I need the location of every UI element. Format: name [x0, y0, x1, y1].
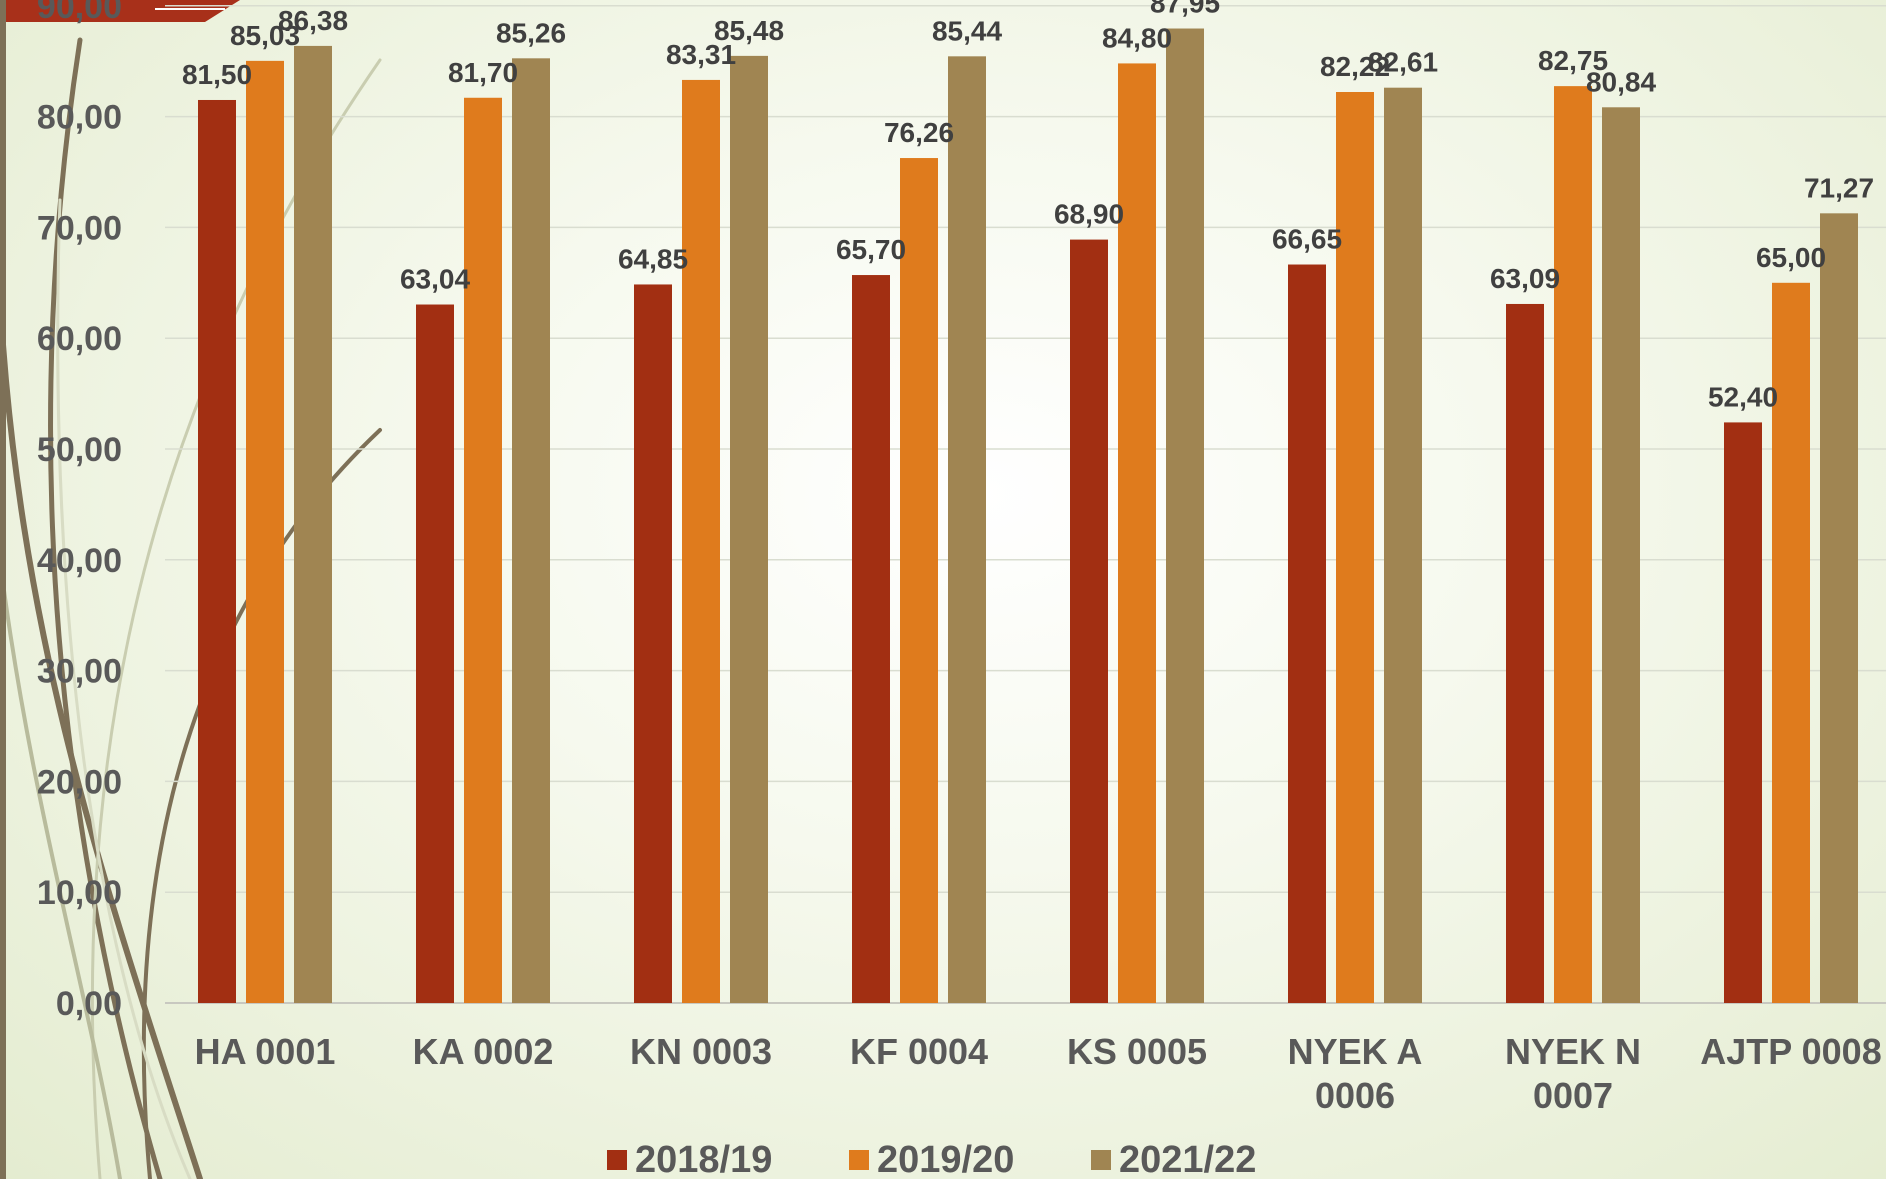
bar — [682, 79, 720, 1004]
legend-label: 2018/19 — [635, 1139, 772, 1179]
bar — [416, 304, 454, 1003]
y-tick-label: 0,00 — [56, 985, 122, 1023]
bar — [1554, 86, 1592, 1003]
decor-curve-5 — [0, 558, 122, 1179]
data-label: 68,90 — [1054, 199, 1124, 230]
x-tick-label: NYEK N — [1505, 1031, 1641, 1072]
bar — [1336, 92, 1374, 1004]
data-label: 85,26 — [496, 17, 566, 48]
legend-swatch — [607, 1150, 627, 1170]
legend-label: 2021/22 — [1119, 1139, 1256, 1179]
data-label: 80,84 — [1586, 66, 1656, 97]
legend-swatch — [849, 1150, 869, 1170]
bar — [948, 56, 986, 1003]
data-label: 81,50 — [182, 59, 252, 90]
bar — [198, 99, 236, 1004]
decor-curve-1 — [48, 37, 163, 1179]
y-tick-label: 90,00 — [37, 0, 122, 26]
data-label: 84,80 — [1102, 22, 1172, 53]
data-labels: 81,50 63,04 64,85 65,70 68,90 66,65 63,09 52,40… — [182, 0, 1874, 412]
data-label: 52,40 — [1708, 381, 1778, 412]
y-tick-label: 60,00 — [37, 320, 122, 358]
data-label: 76,26 — [884, 117, 954, 148]
left-edge-bar — [0, 0, 6, 1179]
data-label: 63,09 — [1490, 263, 1560, 294]
data-label: 87,95 — [1150, 0, 1220, 19]
x-tick-label: 0007 — [1533, 1075, 1613, 1116]
data-label: 81,70 — [448, 57, 518, 88]
x-axis-tick-labels: HA 0001 KA 0002 KN 0003 KF 0004 KS 0005 NYEK … — [195, 1031, 1882, 1116]
y-tick-label: 50,00 — [37, 431, 122, 469]
bar — [512, 58, 550, 1003]
x-tick-label: AJTP 0008 — [1700, 1031, 1881, 1072]
bar — [730, 55, 768, 1004]
bar — [1602, 107, 1640, 1004]
bar — [1384, 87, 1422, 1003]
x-tick-label: HA 0001 — [195, 1031, 336, 1072]
data-label: 85,44 — [932, 15, 1002, 46]
data-label: 86,38 — [278, 5, 348, 36]
bar — [246, 60, 284, 1003]
bar — [1772, 282, 1810, 1003]
bar — [1070, 239, 1108, 1003]
legend-swatch — [1091, 1150, 1111, 1170]
bars — [198, 28, 1858, 1004]
y-tick-label: 80,00 — [37, 99, 122, 137]
x-tick-label: KF 0004 — [850, 1031, 988, 1072]
legend: 2018/19 2019/20 2021/22 — [607, 1139, 1256, 1179]
y-tick-label: 70,00 — [37, 209, 122, 247]
data-label: 82,61 — [1368, 47, 1438, 78]
x-tick-label: KN 0003 — [630, 1031, 772, 1072]
y-tick-label: 40,00 — [37, 542, 122, 580]
data-label: 63,04 — [400, 264, 470, 295]
x-tick-label: KS 0005 — [1067, 1031, 1207, 1072]
data-label: 64,85 — [618, 243, 688, 274]
bar — [1820, 213, 1858, 1004]
bar — [1288, 264, 1326, 1003]
bar — [294, 45, 332, 1003]
decor-curve-2 — [0, 297, 203, 1179]
bar — [634, 284, 672, 1003]
data-label: 85,03 — [230, 20, 300, 51]
data-label: 66,65 — [1272, 224, 1342, 255]
x-tick-label: KA 0002 — [413, 1031, 554, 1072]
decor-curve-6 — [56, 198, 192, 1179]
bar — [852, 275, 890, 1003]
data-label: 65,00 — [1756, 242, 1826, 273]
y-tick-label: 30,00 — [37, 653, 122, 691]
data-label: 82,75 — [1538, 45, 1608, 76]
bar — [1166, 28, 1204, 1004]
data-label: 85,48 — [714, 15, 784, 46]
bar — [1506, 303, 1544, 1004]
data-label: 71,27 — [1804, 172, 1874, 203]
y-tick-label: 20,00 — [37, 763, 122, 801]
y-axis-tick-labels: 0,00 10,00 20,00 30,00 40,00 50,00 60,00 70,00 8… — [37, 0, 122, 1023]
data-label: 65,70 — [836, 234, 906, 265]
bar — [464, 97, 502, 1004]
data-label: 83,31 — [666, 39, 736, 70]
legend-label: 2019/20 — [877, 1139, 1014, 1179]
bar — [1118, 63, 1156, 1003]
x-tick-label: 0006 — [1315, 1075, 1395, 1116]
data-label: 82,22 — [1320, 51, 1390, 82]
y-tick-label: 10,00 — [37, 874, 122, 912]
x-tick-label: NYEK A — [1288, 1031, 1423, 1072]
bar — [1724, 422, 1762, 1004]
bar — [900, 158, 938, 1004]
